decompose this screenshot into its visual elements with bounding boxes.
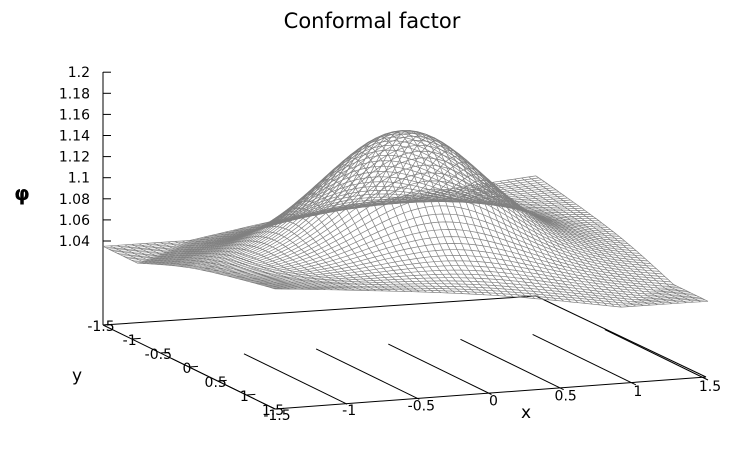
- surface-grid-line: [260, 280, 694, 299]
- y-tick-label: 1: [240, 389, 249, 405]
- surface-grid-line: [200, 144, 634, 271]
- surface-grid-line: [209, 164, 643, 272]
- surface-grid-line: [269, 286, 703, 304]
- surface-grid-line: [521, 177, 694, 303]
- surface-grid-line: [229, 221, 663, 277]
- surface-grid-line: [125, 191, 559, 258]
- surface-grid-line: [191, 132, 625, 269]
- x-axis-label: x: [521, 403, 531, 423]
- x-tick-label: -0.5: [408, 398, 435, 414]
- surface-grid-line: [263, 283, 697, 300]
- surface-grid-line: [197, 139, 631, 270]
- surface-grid-line: [128, 193, 562, 260]
- surface-grid-line: [243, 255, 677, 287]
- base-back-right-edge: [535, 295, 707, 378]
- surface-grid-line: [188, 131, 623, 269]
- surface-grid-line: [220, 197, 654, 275]
- z-axis-label: φ: [14, 181, 30, 205]
- z-tick-label: 1.2: [68, 65, 90, 81]
- x-tick-mark: [315, 348, 420, 400]
- y-tick-label: 0: [183, 361, 192, 377]
- x-tick-mark: [388, 343, 492, 395]
- x-tick-label: 1.5: [699, 379, 721, 395]
- surface-grid-line: [254, 273, 688, 295]
- surface-grid-line: [223, 205, 657, 276]
- z-tick-label: 1.12: [59, 150, 90, 166]
- z-tick-label: 1.08: [59, 192, 90, 208]
- chart-title: Conformal factor: [284, 9, 461, 33]
- y-axis-label: y: [72, 366, 82, 386]
- x-tick-mark: [532, 333, 637, 386]
- surface-grid-line: [240, 249, 674, 285]
- surface-grid-line: [237, 243, 671, 283]
- x-tick-label: -1: [342, 403, 356, 419]
- y-tick-mark: [160, 351, 170, 354]
- y-tick-mark: [131, 337, 141, 340]
- x-tick-label: 1: [633, 384, 642, 400]
- surface-grid-line: [102, 175, 537, 247]
- y-tick-mark: [217, 379, 227, 382]
- x-tick-mark: [243, 353, 348, 405]
- surface-grid-line: [186, 130, 620, 268]
- y-tick-label: -0.5: [145, 347, 172, 363]
- z-tick-label: 1.06: [59, 213, 90, 229]
- surface-grid-line: [257, 277, 691, 297]
- ticks-group: 1.2 1.18 1.16 1.14 1.12 1.1 1.08 1.06 1.04 -1.5 -1…: [59, 65, 721, 424]
- x-tick-label: -1.5: [263, 408, 290, 424]
- z-tick-label: 1.16: [59, 107, 90, 123]
- surface-grid-line: [272, 287, 706, 306]
- x-tick-mark: [604, 329, 709, 381]
- y-tick-mark: [102, 323, 113, 326]
- y-tick-label: -1: [123, 333, 137, 349]
- surface-grid-line: [249, 265, 683, 291]
- y-tick-label: -1.5: [87, 319, 114, 335]
- x-tick-mark: [460, 338, 564, 391]
- x-tick-label: 0.5: [555, 389, 577, 405]
- surface-grid-line: [234, 236, 668, 280]
- surface-grid-line: [252, 269, 686, 293]
- x-tick-label: 0: [489, 394, 498, 410]
- y-tick-label: 1.5: [262, 403, 284, 419]
- z-tick-label: 1.18: [59, 86, 90, 102]
- surface-grid-line: [266, 285, 700, 302]
- surface-grid-line: [211, 172, 645, 273]
- y-tick-mark: [246, 393, 256, 396]
- base-back-left-edge: [102, 295, 537, 326]
- surface-grid-line: [203, 150, 637, 271]
- y-tick-mark: [274, 407, 285, 410]
- surface-mesh: [102, 130, 709, 308]
- surface-grid-line: [194, 135, 628, 270]
- surface-grid-line: [131, 195, 565, 261]
- surface-grid-line: [274, 288, 709, 308]
- surface-grid-line: [217, 188, 651, 274]
- surface-grid-line: [246, 260, 680, 289]
- surface-grid-line: [206, 157, 640, 272]
- surface-grid-line: [231, 229, 666, 278]
- y-tick-label: 0.5: [205, 375, 227, 391]
- y-tick-mark: [188, 365, 199, 368]
- z-tick-label: 1.1: [68, 171, 90, 187]
- surface-grid-line: [226, 213, 660, 277]
- z-tick-label: 1.04: [59, 234, 90, 250]
- z-tick-label: 1.14: [59, 129, 90, 145]
- surface-grid-line: [214, 180, 648, 274]
